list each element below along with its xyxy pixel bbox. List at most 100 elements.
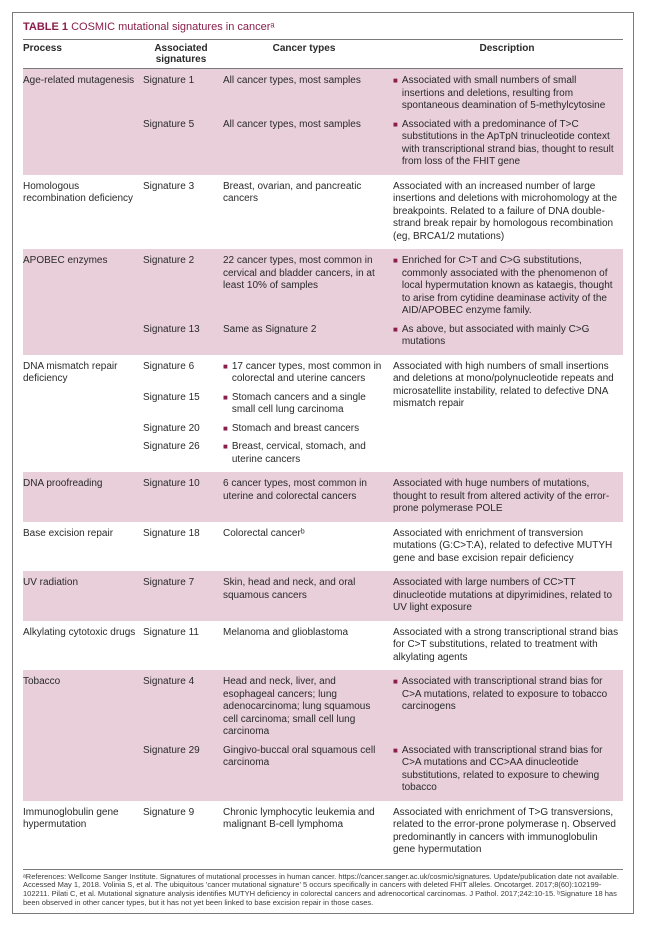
signature-row: Signature 7Skin, head and neck, and oral… (143, 577, 623, 615)
cancer-cell: Stomach cancers and a single small cell … (223, 392, 393, 417)
bullet-icon (393, 75, 398, 113)
table-title: TABLE 1 COSMIC mutational signatures in … (23, 21, 623, 33)
cancer-cell: 22 cancer types, most common in cervical… (223, 255, 393, 318)
bullet-icon (393, 119, 398, 169)
description-cell: Associated with large numbers of CC>TT d… (393, 577, 623, 615)
signature-row: Signature 106 cancer types, most common … (143, 478, 623, 516)
cancer-cell: Breast, cervical, stomach, and uterine c… (223, 441, 393, 466)
process-cell: Alkylating cytotoxic drugs (23, 627, 143, 665)
header-cancer: Cancer types (223, 43, 393, 65)
bullet-icon (223, 441, 228, 466)
table-footnote: ᵃReferences: Wellcome Sanger Institute. … (23, 869, 623, 908)
table-row: TobaccoSignature 4Head and neck, liver, … (23, 670, 623, 801)
description-cell: Associated with transcriptional strand b… (393, 676, 623, 739)
description-cell: Associated with high numbers of small in… (393, 361, 623, 467)
table-row: Immunoglobulin gene hypermutationSignatu… (23, 801, 623, 863)
signature-cell: Signature 2 (143, 255, 223, 318)
cancer-cell: Colorectal cancerᵇ (223, 528, 393, 566)
cancer-cell: Stomach and breast cancers (223, 423, 393, 436)
signature-cell: Signature 5 (143, 119, 223, 169)
cancer-cell: Gingivo-buccal oral squamous cell carcin… (223, 745, 393, 795)
signature-row: Signature 9Chronic lymphocytic leukemia … (143, 807, 623, 857)
cancer-cell: Melanoma and glioblastoma (223, 627, 393, 665)
bullet-icon (223, 392, 228, 417)
signature-rows: Signature 7Skin, head and neck, and oral… (143, 577, 623, 615)
cancer-cell: All cancer types, most samples (223, 119, 393, 169)
signature-cell: Signature 9 (143, 807, 223, 857)
table-row: UV radiationSignature 7Skin, head and ne… (23, 571, 623, 621)
process-cell: DNA mismatch repair deficiency (23, 361, 143, 467)
header-description: Description (393, 43, 623, 65)
bullet-icon (393, 676, 398, 714)
table-caption: COSMIC mutational signatures in cancerᵃ (68, 21, 274, 33)
signature-row: Signature 29Gingivo-buccal oral squamous… (143, 745, 623, 795)
process-cell: Tobacco (23, 676, 143, 795)
bullet-icon (393, 745, 398, 795)
description-cell: Associated with small numbers of small i… (393, 75, 623, 113)
signature-row: Signature 11Melanoma and glioblastomaAss… (143, 627, 623, 665)
cancer-cell: Skin, head and neck, and oral squamous c… (223, 577, 393, 615)
table-row: Homologous recombination deficiencySigna… (23, 175, 623, 250)
header-process: Process (23, 43, 143, 65)
process-cell: APOBEC enzymes (23, 255, 143, 349)
signature-row: Signature 222 cancer types, most common … (143, 255, 623, 318)
table-row: APOBEC enzymesSignature 222 cancer types… (23, 249, 623, 355)
signature-cell: Signature 13 (143, 324, 223, 349)
signature-cell: Signature 1 (143, 75, 223, 113)
signature-rows: Signature 106 cancer types, most common … (143, 478, 623, 516)
description-cell: As above, but associated with mainly C>G… (393, 324, 623, 349)
process-cell: UV radiation (23, 577, 143, 615)
description-cell: Associated with huge numbers of mutation… (393, 478, 623, 516)
signature-row: Signature 18Colorectal cancerᵇAssociated… (143, 528, 623, 566)
signature-cell: Signature 7 (143, 577, 223, 615)
bullet-icon (393, 255, 398, 318)
signature-cell: Signature 4 (143, 676, 223, 739)
signature-row: Signature 1All cancer types, most sample… (143, 75, 623, 113)
cancer-cell: Chronic lymphocytic leukemia and maligna… (223, 807, 393, 857)
bullet-icon (223, 423, 228, 436)
table-number: TABLE 1 (23, 21, 68, 33)
table-body: Age-related mutagenesisSignature 1All ca… (23, 69, 623, 863)
table-header-row: Process Associated signatures Cancer typ… (23, 39, 623, 69)
signature-rows: Signature 222 cancer types, most common … (143, 255, 623, 349)
process-cell: DNA proofreading (23, 478, 143, 516)
signature-rows: Signature 4Head and neck, liver, and eso… (143, 676, 623, 795)
process-cell: Homologous recombination deficiency (23, 181, 143, 244)
description-cell: Associated with a predominance of T>C su… (393, 119, 623, 169)
signature-rows: Signature 617 cancer types, most common … (143, 361, 623, 467)
signature-rows: Signature 18Colorectal cancerᵇAssociated… (143, 528, 623, 566)
signature-cell: Signature 15 (143, 392, 223, 417)
table-row: Age-related mutagenesisSignature 1All ca… (23, 69, 623, 175)
signature-row: Signature 4Head and neck, liver, and eso… (143, 676, 623, 739)
cancer-cell: Same as Signature 2 (223, 324, 393, 349)
signature-rows: Signature 11Melanoma and glioblastomaAss… (143, 627, 623, 665)
cancer-cell: 17 cancer types, most common in colorect… (223, 361, 393, 386)
header-signatures: Associated signatures (143, 43, 223, 65)
signature-cell: Signature 10 (143, 478, 223, 516)
table-row: DNA mismatch repair deficiencySignature … (23, 355, 623, 473)
signature-rows: Signature 3Breast, ovarian, and pancreat… (143, 181, 623, 244)
signature-rows: Signature 9Chronic lymphocytic leukemia … (143, 807, 623, 857)
description-cell: Associated with an increased number of l… (393, 181, 623, 244)
process-cell: Age-related mutagenesis (23, 75, 143, 169)
cancer-cell: Head and neck, liver, and esophageal can… (223, 676, 393, 739)
signature-row: Signature 3Breast, ovarian, and pancreat… (143, 181, 623, 244)
table-container: TABLE 1 COSMIC mutational signatures in … (12, 12, 634, 914)
description-cell: Enriched for C>T and C>G substitutions, … (393, 255, 623, 318)
process-cell: Base excision repair (23, 528, 143, 566)
table-row: Alkylating cytotoxic drugsSignature 11Me… (23, 621, 623, 671)
table-row: Base excision repairSignature 18Colorect… (23, 522, 623, 572)
signature-cell: Signature 11 (143, 627, 223, 665)
cancer-cell: All cancer types, most samples (223, 75, 393, 113)
signature-cell: Signature 6 (143, 361, 223, 386)
signature-cell: Signature 18 (143, 528, 223, 566)
table-row: DNA proofreadingSignature 106 cancer typ… (23, 472, 623, 522)
description-cell: Associated with a strong transcriptional… (393, 627, 623, 665)
description-cell: Associated with enrichment of T>G transv… (393, 807, 623, 857)
bullet-icon (223, 361, 228, 386)
description-cell: Associated with transcriptional strand b… (393, 745, 623, 795)
bullet-icon (393, 324, 398, 349)
signature-row: Signature 5All cancer types, most sample… (143, 119, 623, 169)
cancer-cell: Breast, ovarian, and pancreatic cancers (223, 181, 393, 244)
process-cell: Immunoglobulin gene hypermutation (23, 807, 143, 857)
